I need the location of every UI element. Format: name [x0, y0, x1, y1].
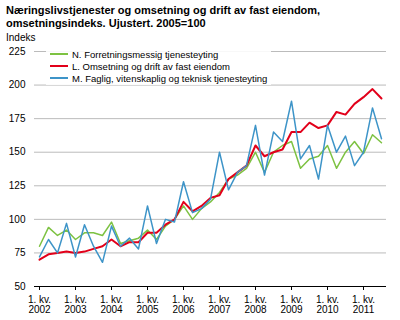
svg-text:225: 225 — [9, 46, 26, 57]
html-text:L. Omsetning og drift av fast: L. Omsetning og drift av fast eiendom — [72, 60, 230, 72]
svg-text:1. kv.2002: 1. kv.2002 — [28, 294, 51, 315]
svg-text:1. kv.2010: 1. kv.2010 — [316, 294, 339, 315]
svg-text:100: 100 — [9, 214, 26, 225]
svg-text:125: 125 — [9, 180, 26, 191]
svg-text:50: 50 — [14, 281, 26, 292]
html-text:Næringslivstjenester og omsetn: Næringslivstjenester og omsetning og dri… — [6, 4, 321, 29]
html-text:N. Forretningsmessig tjenestey: N. Forretningsmessig tjenesteyting — [72, 48, 219, 60]
svg-text:1. kv.2011: 1. kv.2011 — [352, 294, 375, 315]
svg-text:1. kv.2009: 1. kv.2009 — [280, 294, 303, 315]
svg-text:1. kv.2003: 1. kv.2003 — [64, 294, 87, 315]
svg-text:1. kv.2008: 1. kv.2008 — [244, 294, 267, 315]
svg-text:1. kv.2005: 1. kv.2005 — [136, 294, 159, 315]
svg-text:1. kv.2004: 1. kv.2004 — [100, 294, 123, 315]
svg-text:1. kv.2006: 1. kv.2006 — [172, 294, 195, 315]
svg-text:150: 150 — [9, 146, 26, 157]
html-text:M. Faglig, vitenskaplig og tek: M. Faglig, vitenskaplig og teknisk tjene… — [72, 72, 268, 84]
svg-text:200: 200 — [9, 79, 26, 90]
svg-text:175: 175 — [9, 113, 26, 124]
svg-text:75: 75 — [14, 247, 26, 258]
svg-text:1. kv.2007: 1. kv.2007 — [208, 294, 231, 315]
html-text:Indeks: Indeks — [6, 32, 36, 43]
